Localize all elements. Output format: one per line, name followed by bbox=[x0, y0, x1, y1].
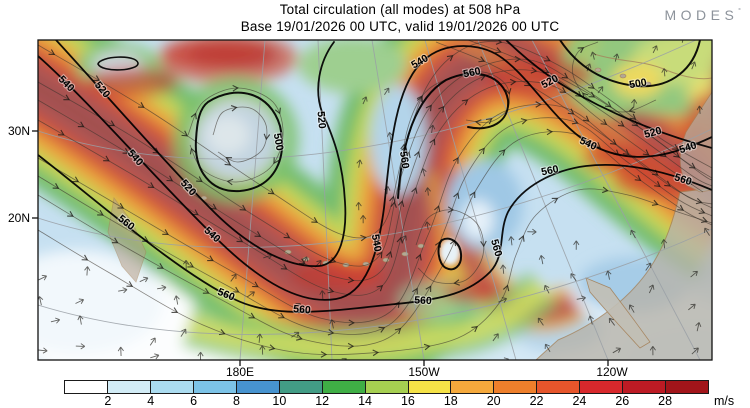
colorbar-cell bbox=[666, 381, 709, 393]
contour-label: 560 bbox=[540, 163, 560, 178]
contour-label: 560 bbox=[293, 303, 312, 316]
contour-label: 560 bbox=[414, 294, 432, 307]
x-axis-tick-label: 150W bbox=[408, 365, 440, 379]
colorbar-cell bbox=[494, 381, 538, 393]
contour-label: 500 bbox=[271, 132, 286, 151]
colorbar-cell bbox=[322, 381, 366, 393]
colorbar-cell bbox=[408, 381, 452, 393]
colorbar-tick: 12 bbox=[315, 394, 330, 408]
colorbar-tick: 24 bbox=[572, 394, 587, 408]
colorbar-tick: 18 bbox=[443, 394, 458, 408]
colorbar-cell bbox=[150, 381, 194, 393]
chart-subtitle: Base 19/01/2026 00 UTC, valid 19/01/2026… bbox=[240, 18, 560, 34]
colorbar-cell bbox=[365, 381, 409, 393]
contour-label: 560 bbox=[397, 150, 411, 169]
colorbar-tick: 2 bbox=[104, 394, 112, 408]
contour-lines bbox=[38, 40, 712, 313]
map-frame bbox=[37, 39, 713, 361]
colorbar-cell bbox=[236, 381, 280, 393]
contour-label: 560 bbox=[462, 65, 482, 80]
modes-logo: MODES˚ bbox=[664, 7, 741, 23]
wind-speed-colorbar bbox=[64, 380, 709, 394]
x-axis-tick-label: 120W bbox=[596, 365, 628, 379]
colorbar-tick: 20 bbox=[486, 394, 501, 408]
colorbar-cell bbox=[623, 381, 667, 393]
colorbar-tick: 22 bbox=[529, 394, 544, 408]
colorbar-unit: m/s bbox=[714, 394, 735, 408]
chart-title-block: Total circulation (all modes) at 508 hPa… bbox=[0, 2, 750, 35]
colorbar-tick: 10 bbox=[272, 394, 287, 408]
x-axis-tick-label: 180E bbox=[225, 365, 255, 379]
colorbar-cell bbox=[537, 381, 581, 393]
contour-label: 560 bbox=[488, 238, 504, 258]
contour-label: 520 bbox=[643, 125, 663, 141]
colorbar-tick: 26 bbox=[615, 394, 630, 408]
colorbar-cell bbox=[193, 381, 237, 393]
chart-title: Total circulation (all modes) at 508 hPa bbox=[279, 2, 521, 17]
logo-degree-mark: ˚ bbox=[738, 7, 741, 17]
colorbar-cell bbox=[65, 381, 108, 393]
y-axis-tick-label: 30N bbox=[7, 124, 30, 138]
colorbar-cell bbox=[279, 381, 323, 393]
colorbar-cell bbox=[580, 381, 624, 393]
colorbar-tick: 6 bbox=[190, 394, 198, 408]
colorbar-cell bbox=[107, 381, 151, 393]
colorbar-tick: 4 bbox=[147, 394, 155, 408]
colorbar-tick: 16 bbox=[400, 394, 415, 408]
contour-label: 540 bbox=[369, 233, 384, 252]
contour-label: 520 bbox=[314, 111, 327, 130]
contour-label: 500 bbox=[628, 76, 647, 91]
graticule bbox=[38, 40, 712, 360]
contour-label: 540 bbox=[678, 139, 699, 156]
y-axis-tick-label: 20N bbox=[7, 211, 30, 225]
axis-ticks bbox=[32, 130, 609, 366]
colorbar-tick: 8 bbox=[232, 394, 240, 408]
colorbar-tick: 14 bbox=[358, 394, 373, 408]
streamlines bbox=[38, 40, 712, 360]
colorbar-tick: 28 bbox=[658, 394, 673, 408]
colorbar-cell bbox=[451, 381, 495, 393]
